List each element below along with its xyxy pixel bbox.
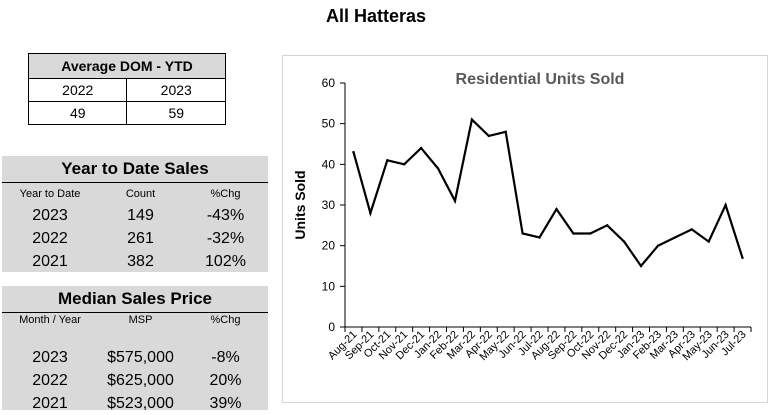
y-tick-label: 30	[322, 198, 336, 212]
chart-title: Residential Units Sold	[456, 71, 625, 88]
data-point	[606, 224, 609, 227]
data-point	[504, 130, 507, 133]
msp-year: 2023	[32, 349, 68, 366]
ytd-header-row: Year to Date Count %Chg	[2, 183, 268, 204]
data-point	[470, 118, 474, 121]
data-point	[386, 159, 389, 162]
data-point	[487, 134, 490, 138]
ytd-count: 261	[127, 230, 154, 247]
data-point	[690, 228, 693, 231]
data-point	[453, 199, 457, 203]
msp-chg: -8%	[211, 349, 240, 366]
data-point	[555, 207, 558, 211]
ytd-year: 2022	[32, 230, 68, 247]
data-point	[656, 244, 660, 247]
dom-value-2023: 59	[126, 101, 226, 125]
ytd-sales-title: Year to Date Sales	[2, 156, 268, 183]
y-tick-label: 10	[322, 279, 336, 293]
msp-chg: 20%	[209, 372, 242, 389]
msp-row: 2021 $523,000 39%	[2, 392, 268, 415]
ytd-row: 2023 149 -43%	[2, 204, 268, 227]
msp-price: $625,000	[107, 372, 174, 389]
y-tick-label: 0	[328, 320, 335, 334]
data-point	[673, 236, 677, 239]
dom-year-2023-label: 2023	[126, 78, 226, 102]
data-point	[369, 211, 372, 215]
msp-header-month-year: Month / Year	[19, 314, 81, 326]
msp-price: $523,000	[107, 395, 174, 412]
msp-header-row: Month / Year MSP %Chg	[2, 313, 268, 346]
ytd-row: 2021 382 102%	[2, 250, 268, 273]
data-point	[572, 232, 575, 235]
dom-value-2022: 49	[27, 101, 128, 125]
data-point	[436, 167, 440, 170]
data-point	[724, 203, 727, 207]
page-title: All Hatteras	[325, 6, 427, 26]
data-point	[622, 240, 626, 243]
ytd-header-chg: %Chg	[210, 188, 241, 200]
data-point	[741, 256, 744, 260]
y-tick-label: 40	[322, 157, 336, 171]
average-dom-table: Average DOM - YTD 2022 2023 49 59	[27, 53, 226, 125]
data-point	[589, 232, 592, 235]
ytd-sales-panel: Year to Date Sales Year to Date Count %C…	[2, 156, 268, 272]
chart-canvas: Residential Units Sold Units Sold 0 10 20 30 4…	[292, 71, 752, 363]
ytd-count: 149	[127, 207, 154, 224]
series-line	[352, 117, 744, 268]
dom-table-title: Average DOM - YTD	[28, 53, 226, 79]
ytd-header-year: Year to Date	[19, 188, 81, 200]
data-point	[352, 150, 355, 154]
data-point	[521, 232, 524, 235]
ytd-year: 2021	[32, 253, 68, 270]
msp-header-chg: %Chg	[210, 314, 241, 326]
ytd-count: 382	[127, 253, 154, 270]
ytd-header-count: Count	[125, 188, 156, 200]
dom-year-2022-label: 2022	[27, 78, 128, 102]
y-tick-label: 60	[322, 76, 336, 90]
y-tick-label: 20	[322, 239, 336, 253]
ytd-chg: -32%	[206, 230, 245, 247]
y-axis-label: Units Sold	[292, 170, 308, 239]
ytd-year: 2023	[32, 207, 68, 224]
data-point	[538, 236, 541, 239]
msp-row: 2022 $625,000 20%	[2, 369, 268, 392]
ytd-chg: 102%	[205, 253, 246, 270]
msp-header-msp: MSP	[128, 314, 153, 326]
data-point	[707, 240, 710, 243]
ytd-row: 2022 261 -32%	[2, 227, 268, 250]
msp-price: $575,000	[107, 349, 174, 366]
data-point	[639, 264, 643, 268]
y-tick-label: 50	[322, 117, 336, 131]
units-sold-chart: Residential Units Sold Units Sold 0 10 20 30 4…	[282, 55, 768, 403]
ytd-chg: -43%	[206, 207, 245, 224]
msp-chg: 39%	[209, 395, 242, 412]
data-point	[419, 146, 423, 150]
median-price-title: Median Sales Price	[2, 286, 268, 313]
data-point	[403, 163, 406, 166]
msp-row: 2023 $575,000 -8%	[2, 346, 268, 369]
msp-year: 2022	[32, 372, 68, 389]
msp-year: 2021	[32, 395, 68, 412]
median-price-panel: Median Sales Price Month / Year MSP %Chg…	[2, 286, 268, 412]
